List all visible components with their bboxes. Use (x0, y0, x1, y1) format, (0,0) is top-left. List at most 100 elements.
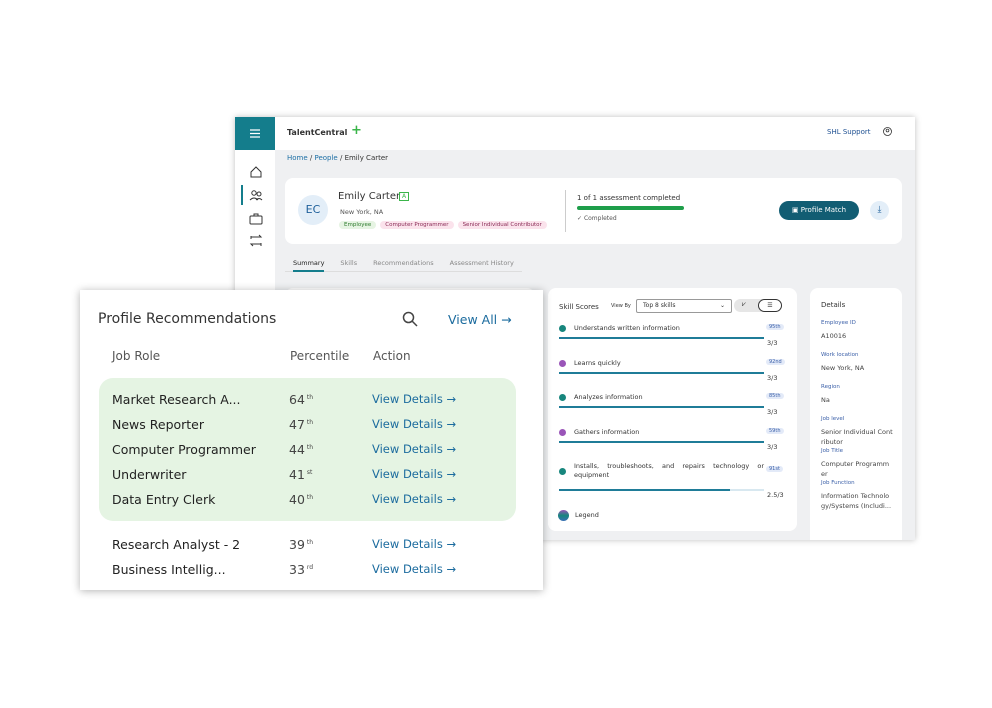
field-value: New York, NA (821, 364, 865, 372)
skill-dot (559, 394, 566, 401)
link-text: View Details (372, 562, 443, 576)
status: ✓ Completed (577, 215, 617, 222)
avatar: EC (298, 195, 328, 225)
search-icon[interactable] (402, 311, 418, 327)
percentile-pill: 85th (766, 393, 784, 399)
profile-location: New York, NA (340, 208, 384, 216)
field-label: Work location (821, 352, 859, 358)
crumb: Emily Carter (344, 154, 389, 162)
skill-name: Learns quickly (574, 358, 621, 367)
crumb[interactable]: Home (287, 154, 308, 162)
panel-title: Skill Scores (559, 303, 599, 311)
panel-title: Details (821, 301, 846, 309)
score-label: 3/3 (767, 373, 778, 382)
chart-view[interactable]: ⩗ (742, 300, 746, 308)
skill-name: Understands written information (574, 324, 680, 332)
percentile-suffix: st (306, 468, 313, 476)
view-details-link[interactable]: View Details → (372, 392, 457, 406)
percentile-pill: 95th (766, 324, 784, 330)
support-link[interactable]: SHL Support (827, 128, 871, 136)
score-bar (559, 371, 764, 374)
view-details-link[interactable]: View Details → (372, 417, 457, 431)
tab[interactable]: Summary (293, 259, 325, 272)
skill-row: Installs, troubleshoots, and repairs tec… (548, 462, 797, 499)
view-toggle[interactable]: ☰ ⩗ (734, 299, 782, 312)
view-details-link[interactable]: View Details → (372, 492, 457, 506)
column-header: Job Role (112, 349, 161, 363)
brand-mark: + (351, 123, 362, 138)
field-label: Job level (821, 416, 845, 422)
skill-row: Gathers information 59th 3/3 (548, 427, 797, 462)
brand[interactable]: TalentCentral (287, 128, 348, 137)
tag: Senior Individual Contributor (457, 221, 547, 229)
job-role: Market Research A... (112, 392, 241, 407)
nav-icons[interactable] (249, 165, 263, 305)
view-details-link[interactable]: View Details → (372, 562, 457, 576)
download-button[interactable]: ⤓ (870, 201, 889, 220)
column-header: Percentile (290, 349, 350, 363)
percentile-suffix: rd (306, 563, 314, 571)
assessment-status: 1 of 1 assessment completed (577, 194, 681, 202)
menu-button[interactable] (235, 117, 275, 150)
column-header: Action (373, 349, 411, 363)
nav-active (241, 185, 243, 205)
user-icon[interactable] (883, 127, 892, 136)
view-all-link[interactable]: View All → (448, 312, 512, 327)
profile-match-button[interactable]: ▣ Profile Match (779, 201, 859, 220)
legend-label[interactable]: Legend (575, 511, 599, 519)
view-by-select[interactable]: Top 8 skills ⌄ (636, 299, 732, 313)
score-bar (559, 337, 764, 339)
job-role: Business Intellig... (112, 562, 226, 577)
legend-icon (558, 510, 569, 521)
skill-name: Analyzes information (574, 393, 643, 401)
percentile-suffix: th (306, 443, 314, 451)
button-label: Profile Match (800, 206, 847, 214)
field-value: A10016 (821, 332, 847, 340)
tabs: Summary Skills Recommendations Assessment H… (285, 259, 522, 272)
view-details-link[interactable]: View Details → (372, 467, 457, 481)
crumb[interactable]: People (314, 154, 338, 162)
field-label: Job Function (821, 480, 855, 486)
tab[interactable]: Skills (340, 259, 358, 267)
score-label: 3/3 (767, 408, 778, 416)
divider (565, 190, 566, 232)
status-text: Completed (583, 215, 617, 222)
skill-row: Analyzes information 85th 3/3 (548, 393, 797, 427)
field-label: Job Title (821, 448, 844, 454)
skill-name: Installs, troubleshoots, and repairs tec… (574, 462, 764, 479)
score-label: 3/3 (767, 442, 778, 451)
profile-name: Emily Carter (338, 191, 401, 202)
tag: Employee (339, 221, 377, 229)
profile-badge: A (399, 192, 410, 201)
job-role: Data Entry Clerk (112, 492, 216, 507)
view-by-label: View By (611, 303, 631, 309)
tab[interactable]: Recommendations (373, 259, 434, 267)
skill-row: Learns quickly 92nd 3/3 (548, 358, 797, 393)
recommendations-card: Profile Recommendations View All → Job R… (80, 290, 543, 590)
view-details-link[interactable]: View Details → (372, 442, 457, 456)
tag-list: Employee Computer Programmer Senior Indivi… (339, 221, 547, 229)
select-value: Top 8 skills (643, 302, 676, 309)
view-details-link[interactable]: View Details → (372, 537, 457, 551)
top-matches-box (99, 378, 516, 521)
top-bar: TalentCentral + SHL Support (275, 117, 915, 150)
link-text: View Details (372, 417, 443, 431)
profile-card: EC Emily Carter A New York, NA Employee C… (285, 178, 902, 244)
field-value: Na (821, 396, 830, 404)
score-bar (559, 406, 764, 408)
list-view[interactable]: ☰ (758, 299, 782, 312)
tag: Computer Programmer (380, 221, 454, 229)
breadcrumb: Home / People / Emily Carter (287, 154, 389, 162)
tab[interactable]: Assessment History (449, 259, 514, 267)
link-text: View Details (372, 467, 443, 481)
field-label: Employee ID (821, 320, 856, 326)
job-role: News Reporter (112, 417, 205, 432)
legend-bar: Legend (548, 506, 797, 531)
menu-icon (250, 129, 260, 138)
skill-dot (559, 428, 566, 436)
